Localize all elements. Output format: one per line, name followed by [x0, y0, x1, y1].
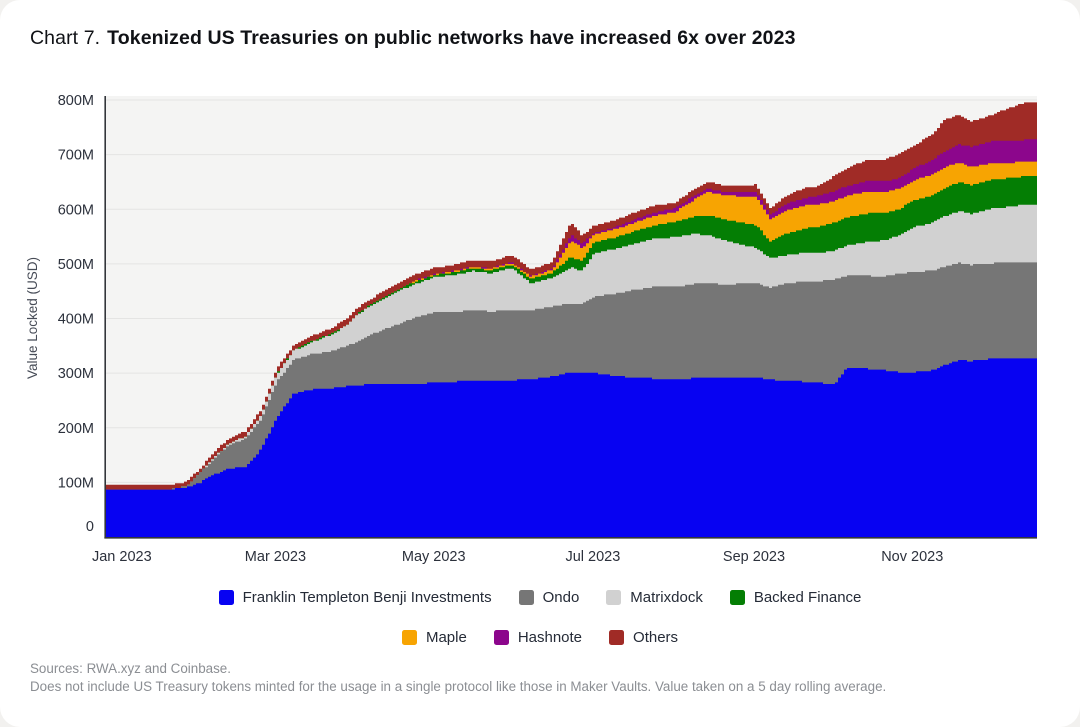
x-tick-label: Mar 2023 — [245, 549, 306, 565]
x-tick-label: Jul 2023 — [565, 549, 620, 565]
chart-footnote: Sources: RWA.xyz and Coinbase. Does not … — [30, 660, 886, 696]
y-tick-label: 100M — [58, 475, 94, 491]
area-franklin — [106, 358, 1037, 537]
y-tick-label: 600M — [58, 202, 94, 218]
chart-title-text: Tokenized US Treasuries on public networ… — [107, 27, 796, 49]
y-tick-label: 800M — [58, 93, 94, 109]
x-tick-label: Sep 2023 — [723, 549, 785, 565]
legend-swatch-ondo — [518, 590, 534, 605]
page-title: Chart 7. Tokenized US Treasuries on publi… — [30, 27, 796, 50]
legend-label-franklin: Franklin Templeton Benji Investments — [242, 589, 492, 606]
legend-item-hashnote: Hashnote — [493, 629, 583, 646]
legend-item-others: Others — [609, 629, 678, 646]
y-tick-label: 700M — [58, 148, 94, 164]
y-tick-label: 500M — [58, 257, 94, 273]
legend-label-backed: Backed Finance — [753, 589, 862, 606]
legend-label-others: Others — [633, 629, 679, 646]
chart-number: Chart 7. — [30, 27, 101, 49]
legend-row-2: Maple Hashnote Others — [0, 629, 1080, 646]
y-tick-label: 0 — [86, 519, 94, 535]
legend-item-franklin: Franklin Templeton Benji Investments — [218, 589, 492, 606]
legend-swatch-hashnote — [493, 630, 509, 645]
legend-label-hashnote: Hashnote — [517, 629, 583, 646]
y-tick-label: 400M — [58, 312, 94, 328]
legend-swatch-matrixdock — [606, 590, 622, 605]
sources-line: Sources: RWA.xyz and Coinbase. — [30, 661, 231, 676]
legend-item-backed: Backed Finance — [729, 589, 862, 606]
legend-row-1: Franklin Templeton Benji Investments Ondo… — [0, 589, 1080, 606]
legend-label-maple: Maple — [425, 629, 467, 646]
x-tick-label: May 2023 — [402, 549, 466, 565]
x-tick-label: Jan 2023 — [92, 549, 152, 565]
legend-label-matrixdock: Matrixdock — [630, 589, 703, 606]
legend-label-ondo: Ondo — [542, 589, 580, 606]
legend-swatch-franklin — [218, 590, 234, 605]
x-tick-label: Nov 2023 — [881, 549, 943, 565]
legend-swatch-backed — [729, 590, 745, 605]
legend-item-matrixdock: Matrixdock — [606, 589, 703, 606]
legend-item-ondo: Ondo — [518, 589, 580, 606]
legend-swatch-others — [609, 630, 625, 645]
methodology-line: Does not include US Treasury tokens mint… — [30, 679, 887, 694]
y-tick-label: 300M — [58, 366, 94, 382]
y-tick-label: 200M — [58, 421, 94, 437]
legend-swatch-maple — [401, 630, 417, 645]
y-axis-title: Value Locked (USD) — [25, 257, 40, 379]
legend-item-maple: Maple — [401, 629, 467, 646]
